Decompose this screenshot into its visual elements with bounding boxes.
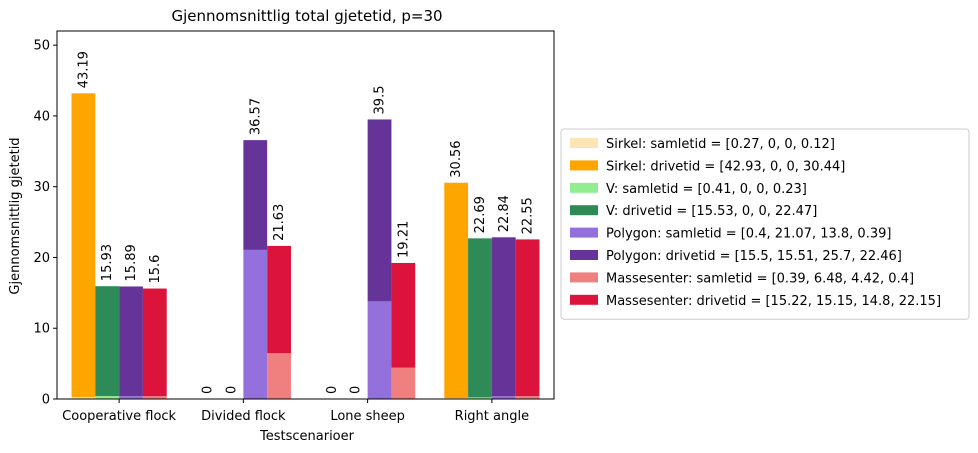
bar-drivetid	[444, 182, 469, 399]
legend-item-sirkel-samletid: Sirkel: samletid = [0.27, 0, 0, 0.12]	[570, 137, 835, 152]
bar-drivetid	[267, 245, 291, 354]
bar-drivetid	[243, 140, 268, 250]
bar-samletid	[142, 396, 167, 399]
bar-samletid	[468, 397, 492, 399]
bar-drivetid	[71, 93, 96, 398]
bar-drivetid	[515, 239, 540, 397]
x-axis: Cooperative flock Divided flock Lone sheep…	[62, 399, 529, 424]
bar-drivetid	[468, 238, 492, 398]
legend-item-polygon-drivetid: Polygon: drivetid = [15.5, 15.51, 25.7, …	[570, 249, 902, 264]
bar-value-label: 0	[224, 386, 239, 394]
y-tick-label: 20	[33, 251, 50, 266]
y-tick-label: 0	[42, 393, 50, 408]
bar-value-label: 0	[349, 386, 364, 394]
legend-swatch	[570, 182, 598, 193]
bar-samletid	[515, 396, 540, 399]
bar-drivetid	[119, 286, 143, 397]
bar-drivetid	[391, 262, 416, 368]
bar-samletid	[243, 249, 268, 399]
bar-value-label: 30.56	[449, 141, 464, 178]
bar-value-label: 15.6	[148, 255, 163, 284]
legend-swatch	[570, 294, 598, 305]
x-axis-label: Testscenarioer	[259, 429, 355, 444]
bar-value-label: 15.89	[124, 244, 139, 281]
bar-value-label: 43.19	[76, 51, 91, 88]
plot-frame	[56, 30, 555, 400]
legend-item-sirkel-drivetid: Sirkel: drivetid = [42.93, 0, 0, 30.44]	[570, 159, 845, 174]
legend: Sirkel: samletid = [0.27, 0, 0, 0.12] Sir…	[560, 128, 970, 320]
bar-value-label: 39.5	[373, 86, 388, 115]
y-tick-label: 40	[33, 109, 50, 124]
x-tick-label: Lone sheep	[330, 409, 405, 424]
y-axis: 0 10 20 30 40 50	[33, 39, 57, 408]
bar-value-label: 22.69	[473, 196, 488, 233]
y-axis-label: Gjennomsnittlig gjetetid	[8, 137, 23, 294]
bar-drivetid	[142, 288, 167, 397]
legend-label: Sirkel: drivetid = [42.93, 0, 0, 30.44]	[606, 159, 845, 174]
legend-item-v-samletid: V: samletid = [0.41, 0, 0, 0.23]	[570, 182, 807, 197]
legend-label: V: samletid = [0.41, 0, 0, 0.23]	[606, 182, 807, 197]
legend-swatch	[570, 205, 598, 216]
bar-value-label: 15.93	[100, 244, 115, 281]
bar-samletid	[95, 396, 120, 399]
legend-item-massesenter-samletid: Massesenter: samletid = [0.39, 6.48, 4.4…	[570, 271, 914, 286]
legend-swatch	[570, 227, 598, 238]
x-tick-label: Divided flock	[201, 409, 286, 424]
chart-title: Gjennomsnittlig total gjetetid, p=30	[171, 7, 442, 25]
y-tick-label: 10	[33, 322, 50, 337]
bar-drivetid	[95, 286, 120, 397]
legend-label: Massesenter: drivetid = [15.22, 15.15, 1…	[606, 294, 941, 309]
legend-item-v-drivetid: V: drivetid = [15.53, 0, 0, 22.47]	[570, 204, 817, 219]
bar-value-label: 22.55	[521, 197, 536, 234]
bar-samletid	[367, 301, 392, 399]
bar-value-label: 36.57	[248, 98, 263, 135]
legend-box	[560, 128, 970, 320]
y-tick-label: 30	[33, 180, 50, 195]
bar-samletid	[267, 353, 291, 399]
bar-value-label: 21.63	[272, 204, 287, 241]
legend-swatch	[570, 160, 598, 171]
bar-samletid	[391, 367, 416, 399]
bar-drivetid	[491, 237, 516, 397]
bar-samletid	[119, 396, 143, 399]
bar-value-label: 0	[201, 386, 216, 394]
legend-swatch	[570, 272, 598, 283]
bar-value-label: 19.21	[396, 221, 411, 258]
legend-swatch	[570, 250, 598, 260]
legend-label: Sirkel: samletid = [0.27, 0, 0, 0.12]	[606, 137, 835, 152]
bar-value-label: 22.84	[497, 195, 512, 232]
x-tick-label: Right angle	[455, 409, 529, 424]
bar-samletid	[71, 397, 96, 399]
legend-swatch	[570, 138, 598, 148]
y-tick-label: 50	[33, 39, 50, 54]
x-tick-label: Cooperative flock	[62, 409, 176, 424]
legend-label: V: drivetid = [15.53, 0, 0, 22.47]	[606, 204, 817, 219]
legend-label: Polygon: drivetid = [15.5, 15.51, 25.7, …	[606, 249, 902, 264]
legend-item-polygon-samletid: Polygon: samletid = [0.4, 21.07, 13.8, 0…	[570, 227, 891, 242]
legend-item-massesenter-drivetid: Massesenter: drivetid = [15.22, 15.15, 1…	[570, 294, 941, 309]
bar-samletid	[491, 396, 516, 399]
bar-drivetid	[367, 119, 392, 302]
bar-value-label: 0	[325, 386, 340, 394]
legend-label: Polygon: samletid = [0.4, 21.07, 13.8, 0…	[606, 227, 891, 242]
legend-label: Massesenter: samletid = [0.39, 6.48, 4.4…	[606, 271, 914, 286]
